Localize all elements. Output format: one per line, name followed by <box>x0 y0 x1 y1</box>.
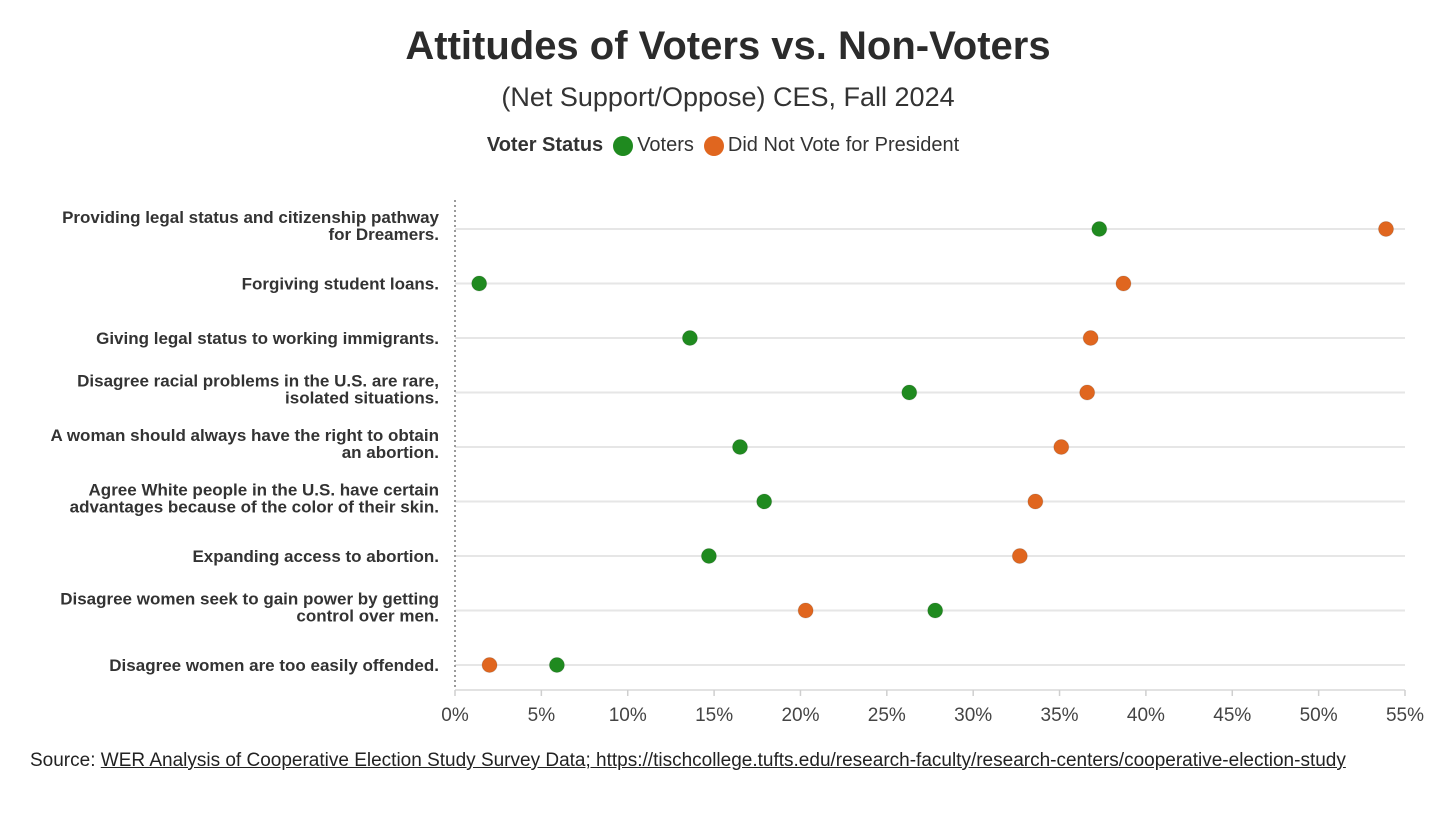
voters-point <box>732 439 748 455</box>
legend-title: Voter Status <box>486 134 604 156</box>
x-tick-label: 20% <box>781 705 819 726</box>
x-tick-label: 0% <box>441 705 469 726</box>
voters-point <box>901 384 918 401</box>
non-voters-point <box>1027 493 1044 510</box>
voters-point <box>471 275 488 292</box>
non-voters-point <box>1115 275 1132 292</box>
source-prefix: Source: <box>30 750 101 771</box>
x-tick-label: 55% <box>1386 705 1424 726</box>
non-voters-point <box>1053 439 1070 455</box>
legend-item-voters[interactable]: Voters <box>613 134 694 157</box>
non-voters-point <box>1378 221 1394 237</box>
category-label: Disagree women seek to gain power by get… <box>60 590 439 626</box>
voters-point <box>1091 221 1108 237</box>
category-label: Expanding access to abortion. <box>192 547 439 566</box>
legend-label-non-voters: Did Not Vote for President <box>727 134 960 156</box>
source-link[interactable]: WER Analysis of Cooperative Election Stu… <box>100 750 1346 771</box>
voters-point <box>927 602 944 619</box>
non-voters-point <box>481 657 498 673</box>
non-voters-point <box>797 602 814 619</box>
legend-item-non-voters[interactable]: Did Not Vote for President <box>703 134 960 157</box>
category-label: Forgiving student loans. <box>242 275 439 294</box>
voters-point <box>681 330 698 346</box>
x-tick-label: 50% <box>1300 705 1338 726</box>
x-tick-label: 10% <box>609 705 647 726</box>
legend-label-voters: Voters <box>637 134 694 156</box>
x-tick-label: 30% <box>954 705 992 726</box>
dot-plot: 0% 5% 10% 15% 20% 25% 30% 35% 40% 45% 50% 55% Provid… <box>50 200 1424 726</box>
x-tick-label: 45% <box>1213 705 1251 726</box>
category-label: A woman should always have the right to … <box>50 426 439 462</box>
category-label: Agree White people in the U.S. have cert… <box>70 481 439 517</box>
voters-point <box>756 493 773 510</box>
non-voters-point <box>1082 330 1099 346</box>
x-tick-label: 5% <box>528 705 556 726</box>
x-tick-label: 25% <box>868 705 906 726</box>
x-tick-label: 40% <box>1127 705 1165 726</box>
chart-subtitle: (Net Support/Oppose) CES, Fall 2024 <box>501 82 955 112</box>
category-label: Giving legal status to working immigrant… <box>96 329 439 348</box>
non-voters-point <box>1011 548 1028 564</box>
source-note: Source: WER Analysis of Cooperative Elec… <box>30 747 1420 774</box>
voters-point <box>548 657 565 673</box>
legend: Voter Status Voters Did Not Vote for Pre… <box>0 134 1456 157</box>
legend-dot-non-voters <box>703 135 724 156</box>
category-label: Providing legal status and citizenship p… <box>62 208 439 244</box>
x-tick-label: 35% <box>1041 705 1079 726</box>
voters-point <box>700 548 717 564</box>
non-voters-point <box>1079 384 1096 401</box>
legend-dot-voters <box>613 135 634 156</box>
category-label: Disagree women are too easily offended. <box>109 656 439 675</box>
chart-title: Attitudes of Voters vs. Non-Voters <box>405 24 1051 68</box>
x-tick-label: 15% <box>695 705 733 726</box>
category-label: Disagree racial problems in the U.S. are… <box>77 372 439 408</box>
